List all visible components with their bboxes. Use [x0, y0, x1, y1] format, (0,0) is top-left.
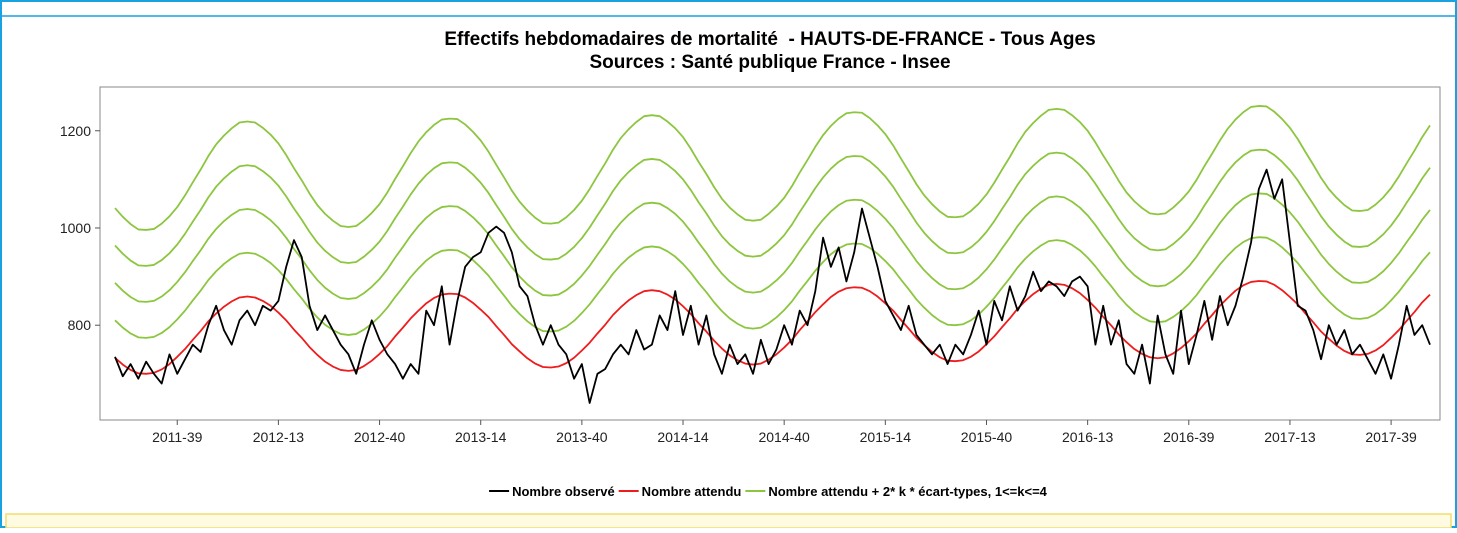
- legend-label: Nombre observé: [512, 484, 615, 499]
- plot-area: [99, 86, 1441, 421]
- x-tick-label: 2011-39: [152, 429, 203, 445]
- legend: Nombre observé Nombre attendu Nombre atten…: [489, 484, 1048, 499]
- x-tick-label: 2014-14: [657, 429, 709, 445]
- x-tick-label: 2017-39: [1365, 429, 1417, 445]
- x-tick-label: 2016-13: [1062, 429, 1114, 445]
- x-tick-label: 2012-13: [253, 429, 305, 445]
- legend-label: Nombre attendu + 2* k * écart-types, 1<=…: [768, 484, 1047, 499]
- y-tick-label: 800: [68, 317, 92, 333]
- series-line: [114, 168, 1431, 404]
- x-tick-label: 2015-14: [860, 429, 912, 445]
- x-tick-label: 2013-40: [556, 429, 608, 445]
- x-tick-label: 2012-40: [354, 429, 406, 445]
- x-tick-label: 2016-39: [1163, 429, 1215, 445]
- series-line: [114, 105, 1431, 231]
- series-line: [114, 192, 1431, 303]
- x-tick-label: 2015-40: [961, 429, 1013, 445]
- x-tick-label: 2017-13: [1264, 429, 1316, 445]
- series-line: [114, 148, 1431, 267]
- legend-label: Nombre attendu: [642, 484, 742, 499]
- info-box: [5, 513, 1452, 529]
- chart-title: Effectifs hebdomadaires de mortalité - H…: [444, 29, 1095, 50]
- chart-subtitle: Sources : Santé publique France - Insee: [589, 52, 950, 73]
- y-tick-label: 1000: [60, 220, 91, 236]
- y-tick-label: 1200: [60, 123, 91, 139]
- x-tick-label: 2014-40: [758, 429, 810, 445]
- x-tick-label: 2013-14: [455, 429, 507, 445]
